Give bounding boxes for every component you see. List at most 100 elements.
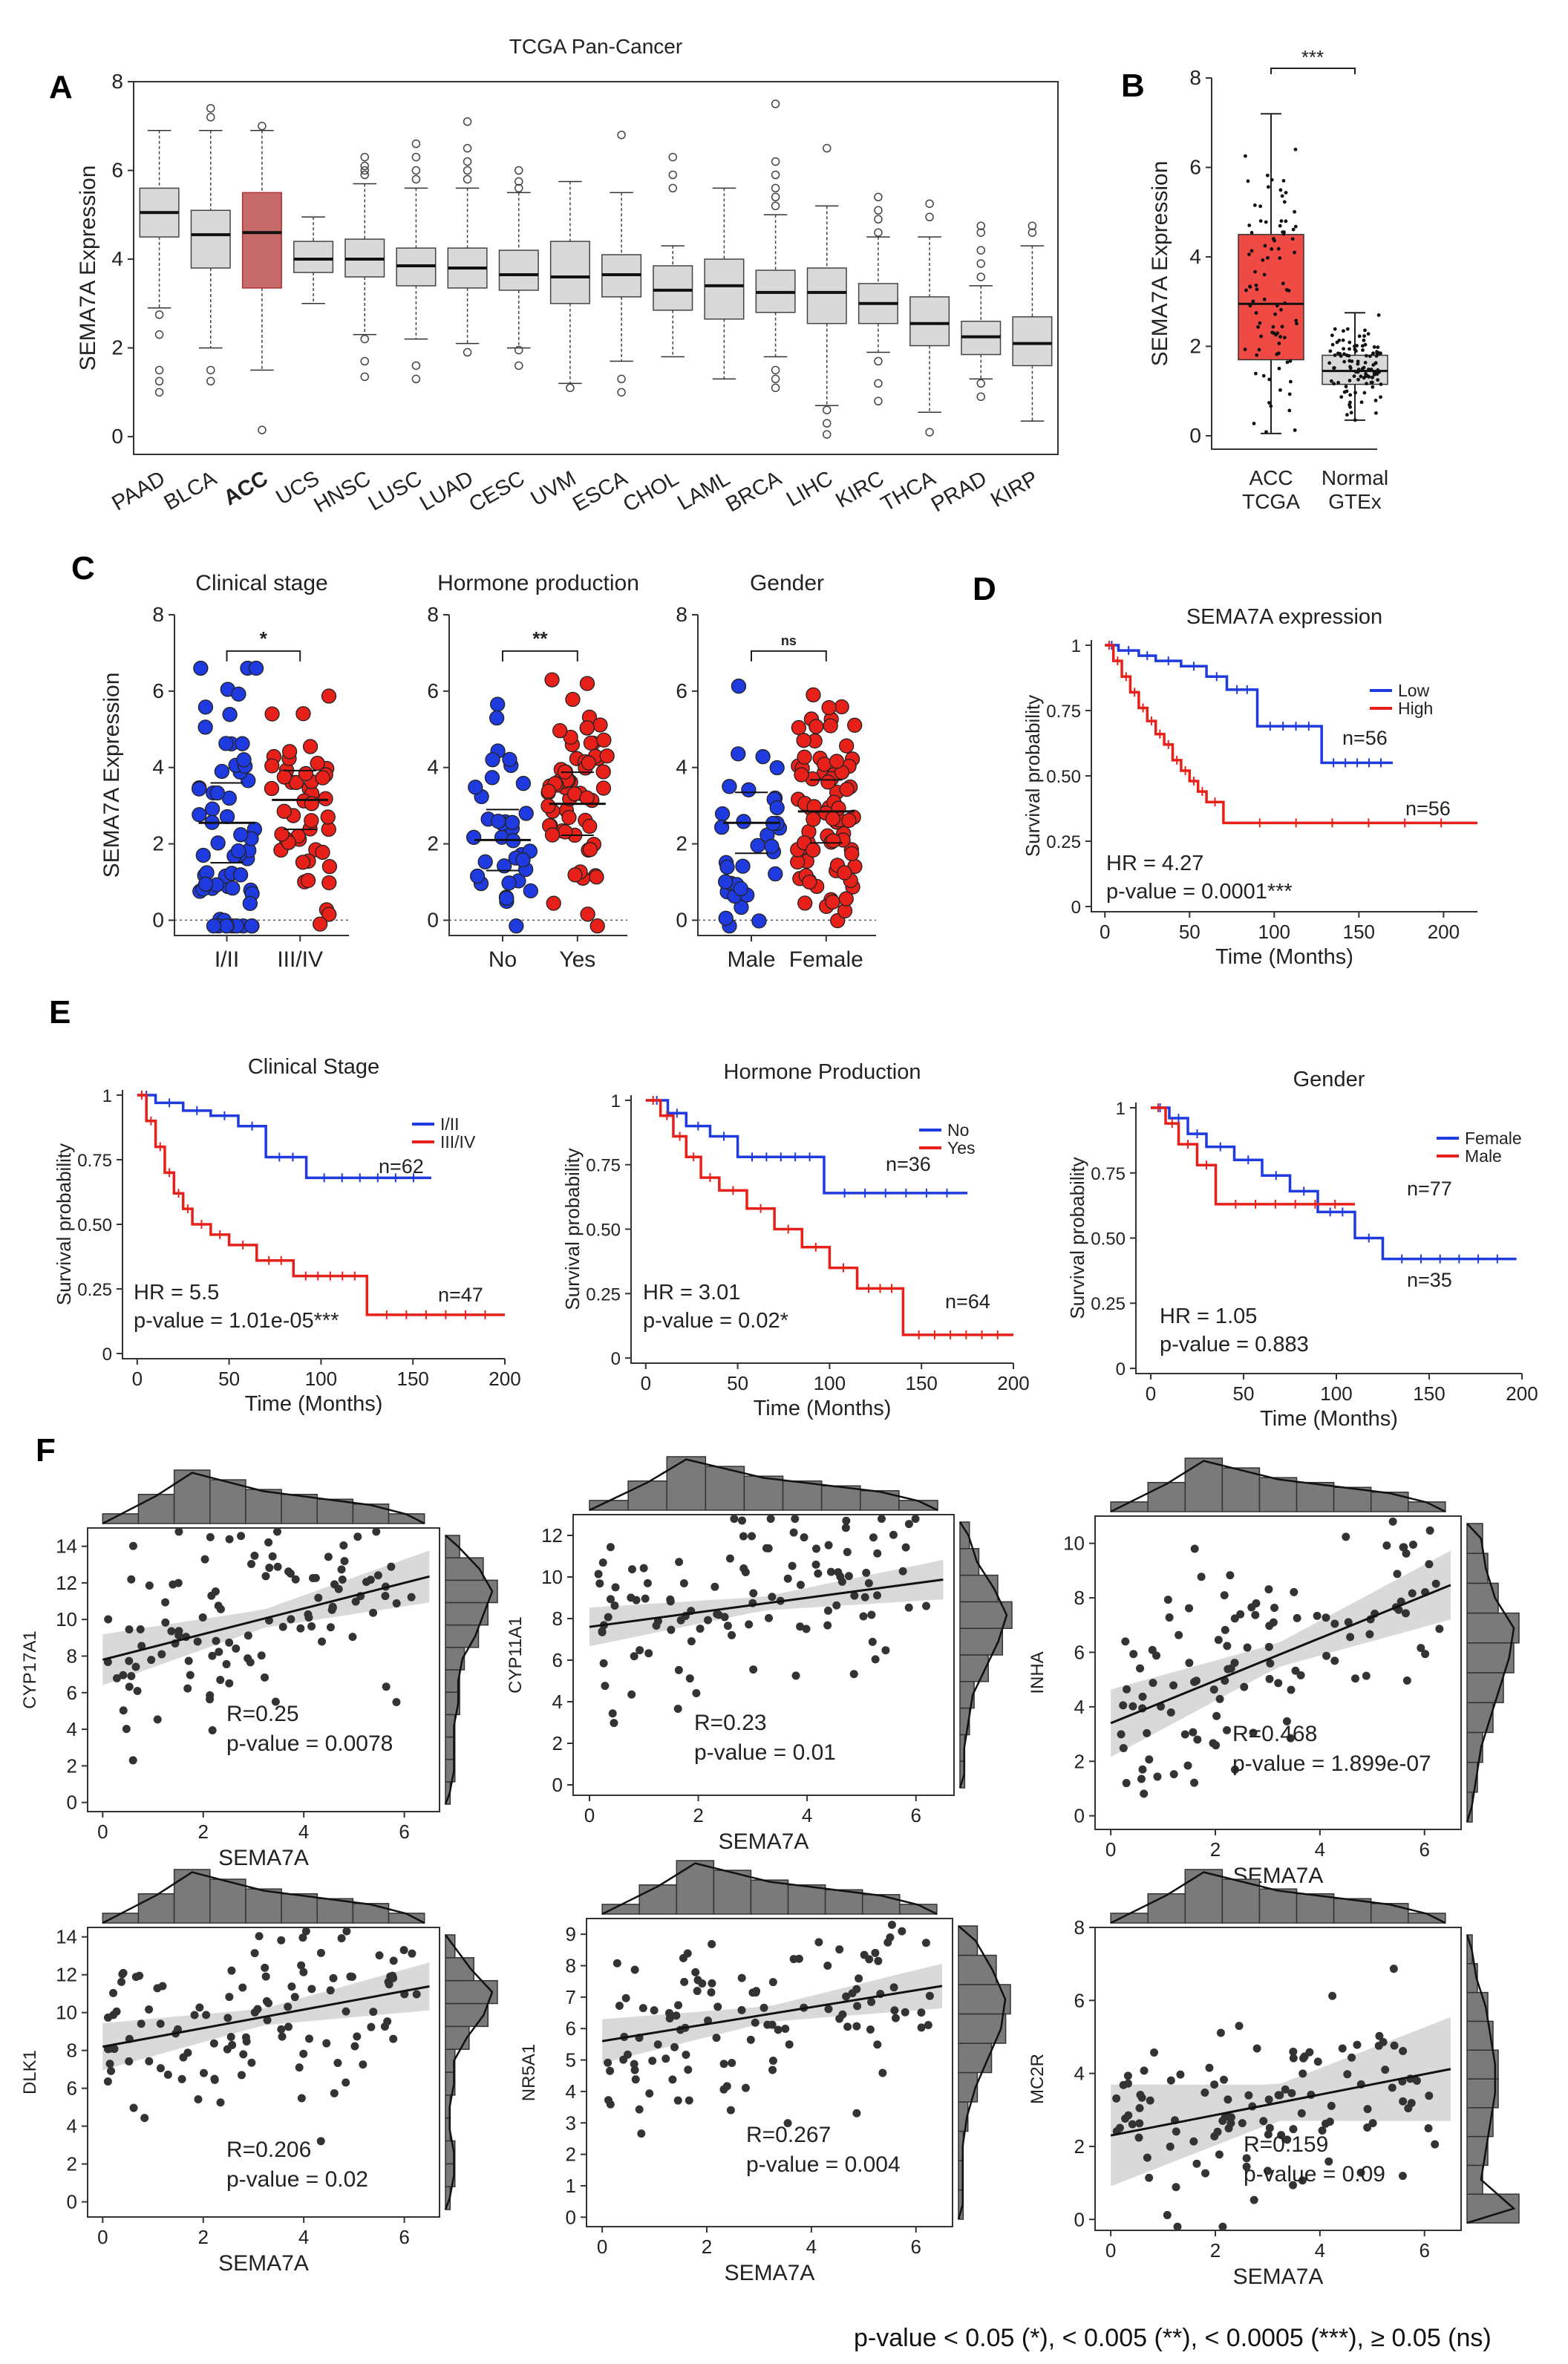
panel-c3-point bbox=[736, 814, 751, 829]
panel-f5-point bbox=[838, 2010, 847, 2019]
panel-b-point bbox=[1348, 393, 1353, 397]
panel-c2-point bbox=[567, 867, 583, 883]
panel-f2-regression-line bbox=[589, 1578, 944, 1628]
panel-f2-x-histogram-bar bbox=[782, 1480, 823, 1511]
panel-c1-point bbox=[193, 660, 209, 676]
panel-d-hr: HR = 4.27 bbox=[1106, 852, 1203, 875]
panel-f2-point bbox=[811, 1560, 820, 1569]
panel-a-outlier bbox=[771, 157, 780, 166]
panel-c3-point bbox=[806, 812, 821, 827]
panel-b-point bbox=[1363, 328, 1367, 333]
panel-f2-ytick-label: 4 bbox=[552, 1691, 563, 1713]
panel-f4-point bbox=[322, 2039, 331, 2048]
panel-c3-point bbox=[825, 894, 840, 910]
panel-f5-point bbox=[853, 2002, 862, 2011]
panel-f6-point bbox=[1381, 2066, 1390, 2074]
panel-f1-point bbox=[348, 1633, 357, 1642]
panel-f1-point bbox=[392, 1599, 401, 1608]
panel-e1-n-label: n=62 bbox=[379, 1155, 424, 1178]
panel-b-point bbox=[1264, 220, 1268, 224]
panel-f6-r-value: R=0.159 bbox=[1244, 2132, 1328, 2157]
panel-f1-point bbox=[184, 1656, 193, 1665]
panel-f1-point bbox=[340, 1557, 349, 1566]
panel-f3-point bbox=[1180, 1730, 1189, 1739]
panel-c3-point bbox=[847, 717, 863, 733]
panel-c1-point bbox=[321, 907, 337, 922]
panel-e3-xtick-label: 50 bbox=[1233, 1382, 1255, 1405]
panel-a-outlier bbox=[411, 374, 421, 384]
panel-f4-ytick-label: 12 bbox=[56, 1964, 77, 1986]
panel-c2-point bbox=[540, 783, 557, 799]
panel-f1-point bbox=[137, 1642, 146, 1650]
panel-f3-point bbox=[1322, 1651, 1331, 1660]
panel-c2-point bbox=[466, 829, 482, 845]
panel-b-point bbox=[1275, 352, 1279, 356]
panel-f1-x-density-curve bbox=[102, 1472, 425, 1525]
panel-f2-point bbox=[877, 1515, 886, 1524]
panel-f1-ytick-label: 8 bbox=[67, 1645, 77, 1668]
panel-b-point bbox=[1333, 327, 1337, 331]
panel-a-outlier bbox=[925, 212, 934, 222]
panel-f5-point bbox=[674, 2001, 683, 2010]
panel-f4-point bbox=[385, 1980, 393, 1989]
panel-f5-point bbox=[781, 2024, 790, 2033]
panel-f3-point bbox=[1212, 1741, 1221, 1750]
panel-f3-ytick-label: 2 bbox=[1074, 1750, 1085, 1772]
panel-f3-point bbox=[1362, 1671, 1371, 1680]
panel-e2-legend-label: Yes bbox=[947, 1138, 976, 1157]
panel-f5-point bbox=[665, 2008, 674, 2017]
panel-f2-point bbox=[871, 1655, 880, 1664]
panel-c2-ytick-label: 8 bbox=[427, 603, 439, 626]
panel-c3-point bbox=[837, 865, 852, 881]
panel-a-outlier bbox=[154, 365, 164, 375]
panel-f4-point bbox=[190, 2011, 199, 2019]
panel-c1-point bbox=[235, 736, 250, 751]
panel-f2-point bbox=[627, 1593, 636, 1602]
panel-f3-x-histogram-bar bbox=[1147, 1481, 1186, 1512]
panel-e1-xtick-label: 0 bbox=[132, 1368, 143, 1390]
panel-c2-point bbox=[515, 852, 531, 868]
panel-f6-point bbox=[1348, 2053, 1356, 2062]
panel-b-point bbox=[1277, 366, 1281, 370]
panel-c3-ytick-label: 0 bbox=[676, 908, 687, 931]
panel-f5-point bbox=[630, 2060, 638, 2068]
panel-f6-x-histogram-bar bbox=[1147, 1893, 1186, 1924]
panel-c1-point bbox=[300, 872, 316, 889]
panel-f1-point bbox=[104, 1615, 113, 1624]
panel-f1-point bbox=[291, 1575, 300, 1584]
panel-f6-x-histogram-bar bbox=[1184, 1869, 1224, 1924]
panel-c1-point bbox=[218, 736, 234, 751]
panel-f1-point bbox=[216, 1604, 225, 1613]
panel-f6-point bbox=[1281, 2085, 1290, 2094]
panel-f1-ytick-label: 10 bbox=[56, 1608, 77, 1630]
panel-f1-point bbox=[257, 1651, 266, 1660]
panel-f6-point bbox=[1264, 2095, 1273, 2104]
panel-c1-point bbox=[321, 688, 337, 704]
panel-f1-point bbox=[237, 1532, 246, 1541]
panel-f5-point bbox=[712, 2034, 721, 2043]
panel-f4-ytick-label: 2 bbox=[67, 2153, 77, 2175]
panel-c2-axes bbox=[448, 615, 627, 936]
panel-b-point bbox=[1287, 408, 1292, 413]
panel-a-box bbox=[241, 192, 282, 289]
panel-e2-ytick-label: 0 bbox=[611, 1349, 621, 1369]
panel-f2-point bbox=[904, 1603, 913, 1612]
panel-f1-point bbox=[222, 1659, 231, 1668]
panel-f5-point bbox=[921, 1939, 930, 1947]
panel-c2-point bbox=[515, 776, 532, 791]
panel-f4-point bbox=[284, 2022, 293, 2031]
panel-f6-point bbox=[1124, 2111, 1133, 2120]
panel-f4-x-histogram-bar bbox=[245, 1888, 282, 1924]
panel-f3-point bbox=[1138, 1765, 1147, 1774]
panel-f4-point bbox=[261, 1963, 270, 1972]
panel-c1-ylabel: SEMA7A Expression bbox=[99, 673, 124, 878]
panel-e1-ylabel: Survival probability bbox=[53, 1143, 75, 1305]
panel-f4-point bbox=[129, 2103, 138, 2112]
panel-c3-point bbox=[817, 757, 832, 772]
panel-a-outlier bbox=[154, 388, 164, 397]
panel-a-outlier bbox=[411, 152, 421, 162]
panel-b-point bbox=[1258, 219, 1263, 223]
panel-c2-point bbox=[565, 691, 581, 708]
panel-c2-point bbox=[561, 809, 577, 826]
panel-e2-xtick-label: 0 bbox=[641, 1372, 651, 1394]
